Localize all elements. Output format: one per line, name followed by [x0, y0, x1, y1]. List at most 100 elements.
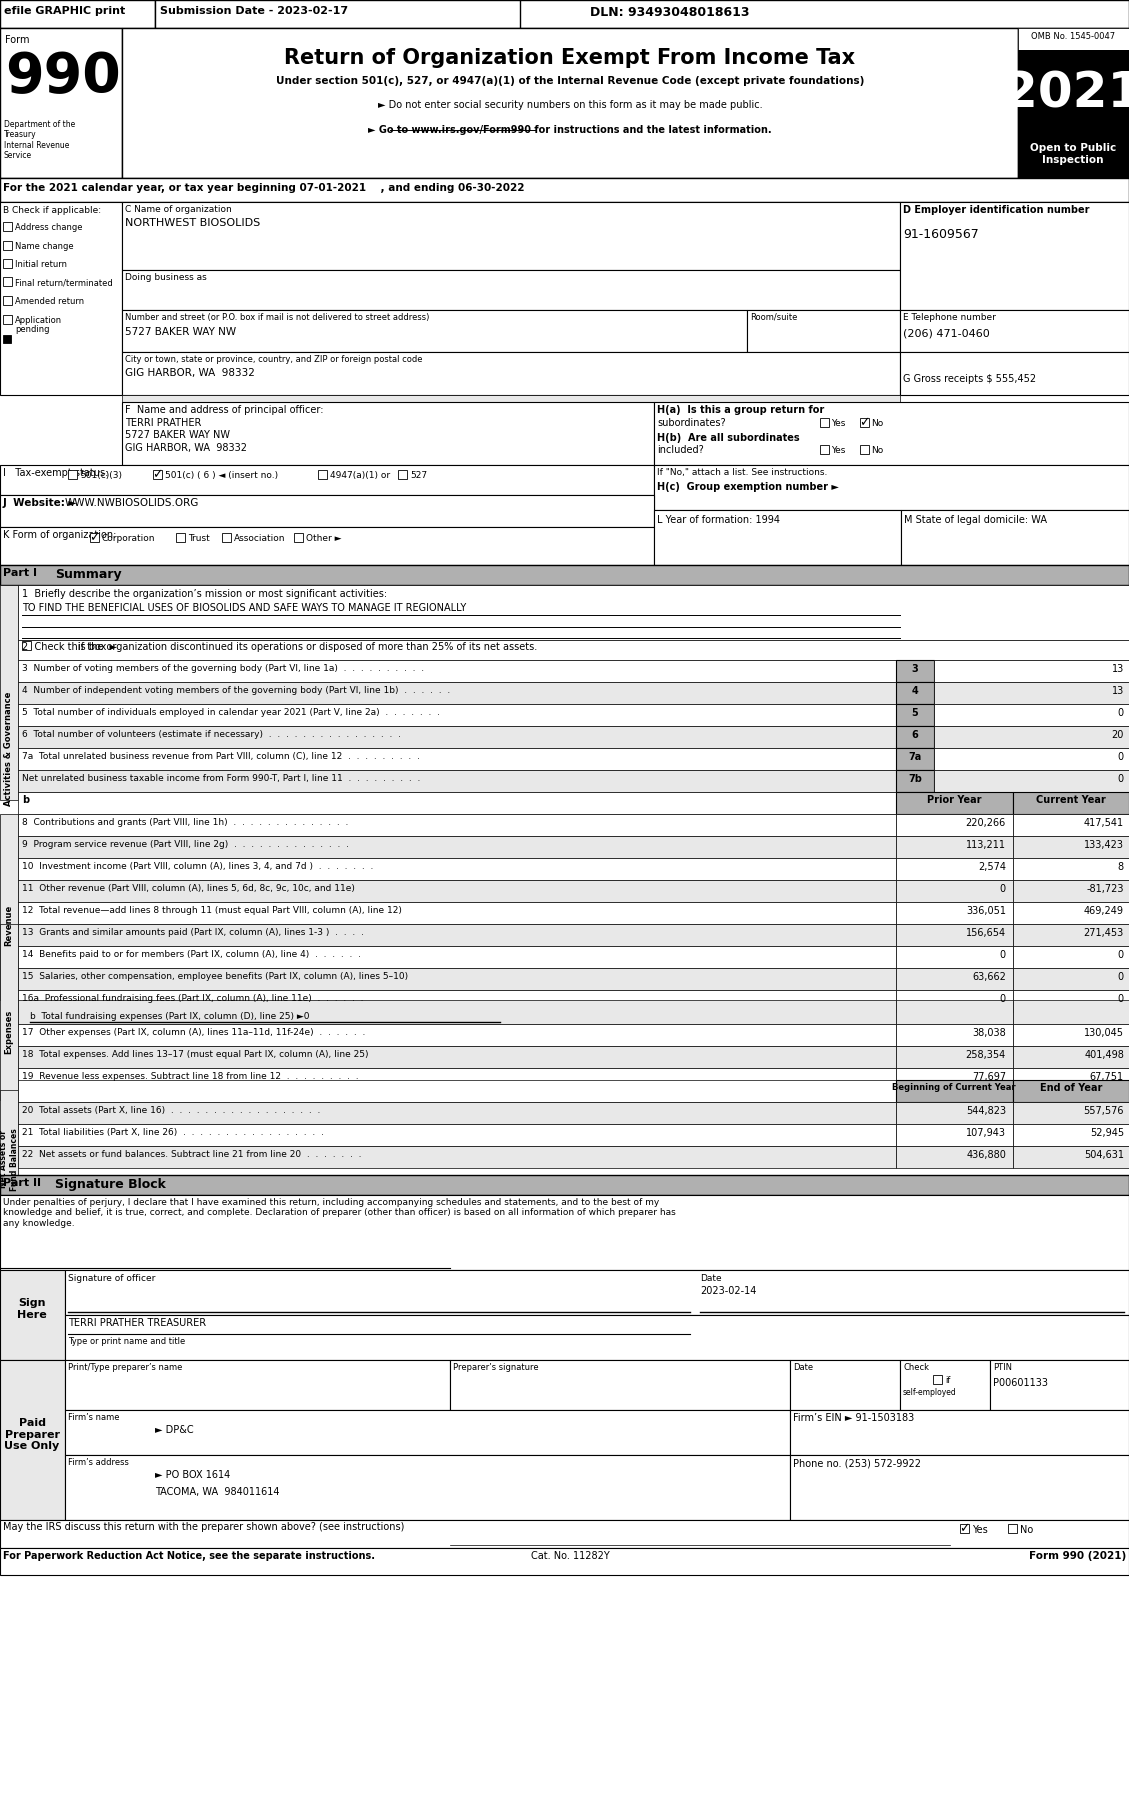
Bar — [654, 464, 1129, 510]
Bar — [1013, 1146, 1129, 1168]
Text: 7a: 7a — [909, 753, 921, 762]
Bar — [896, 945, 1013, 969]
Text: self-employed: self-employed — [903, 1388, 956, 1397]
Text: GIG HARBOR, WA  98332: GIG HARBOR, WA 98332 — [125, 368, 255, 377]
Text: Yes: Yes — [831, 446, 846, 455]
Bar — [934, 769, 1129, 793]
Text: 544,823: 544,823 — [966, 1107, 1006, 1116]
Text: ► DP&C: ► DP&C — [155, 1426, 194, 1435]
Text: DLN: 93493048018613: DLN: 93493048018613 — [590, 5, 750, 18]
Text: 107,943: 107,943 — [966, 1128, 1006, 1137]
Text: ► Go to www.irs.gov/Form990 for instructions and the latest information.: ► Go to www.irs.gov/Form990 for instruct… — [368, 125, 772, 134]
Text: -81,723: -81,723 — [1086, 883, 1124, 894]
Text: No: No — [870, 419, 883, 428]
Bar — [1018, 51, 1129, 140]
Text: Yes: Yes — [972, 1526, 988, 1535]
Bar — [1013, 990, 1129, 1012]
Text: Phone no. (253) 572-9922: Phone no. (253) 572-9922 — [793, 1458, 921, 1468]
Bar — [896, 858, 1013, 880]
Text: 8: 8 — [1118, 862, 1124, 873]
Text: 501(c) ( 6 ) ◄ (insert no.): 501(c) ( 6 ) ◄ (insert no.) — [165, 472, 278, 481]
Bar — [960, 1524, 969, 1533]
Text: Type or print name and title: Type or print name and title — [68, 1337, 185, 1346]
Text: 2  Check this box ►: 2 Check this box ► — [21, 642, 117, 651]
Text: 13  Grants and similar amounts paid (Part IX, column (A), lines 1-3 )  .  .  .  : 13 Grants and similar amounts paid (Part… — [21, 929, 364, 938]
Bar — [90, 533, 99, 542]
Text: 0: 0 — [1118, 951, 1124, 960]
Text: For Paperwork Reduction Act Notice, see the separate instructions.: For Paperwork Reduction Act Notice, see … — [3, 1551, 375, 1562]
Text: 2,574: 2,574 — [978, 862, 1006, 873]
Bar — [790, 1409, 1129, 1455]
Text: 20: 20 — [1112, 729, 1124, 740]
Text: 12  Total revenue—add lines 8 through 11 (must equal Part VIII, column (A), line: 12 Total revenue—add lines 8 through 11 … — [21, 905, 402, 914]
Bar — [18, 1146, 896, 1168]
Text: ✓: ✓ — [859, 415, 869, 428]
Bar — [65, 1315, 1129, 1360]
Text: 63,662: 63,662 — [972, 972, 1006, 981]
Bar — [820, 444, 829, 454]
Text: Date: Date — [700, 1273, 721, 1282]
Bar — [1013, 836, 1129, 858]
Bar — [896, 1125, 1013, 1146]
Bar — [18, 1068, 896, 1090]
Text: 4947(a)(1) or: 4947(a)(1) or — [330, 472, 391, 481]
Text: B Check if applicable:: B Check if applicable: — [3, 207, 102, 216]
Bar — [896, 1068, 1013, 1090]
Text: b  Total fundraising expenses (Part IX, column (D), line 25) ►0: b Total fundraising expenses (Part IX, c… — [30, 1012, 309, 1021]
Text: ► Do not enter social security numbers on this form as it may be made public.: ► Do not enter social security numbers o… — [378, 100, 762, 111]
Text: K Form of organization:: K Form of organization: — [3, 530, 116, 541]
Text: Address change: Address change — [15, 223, 82, 232]
Text: May the IRS discuss this return with the preparer shown above? (see instructions: May the IRS discuss this return with the… — [3, 1522, 404, 1533]
Text: Corporation: Corporation — [102, 533, 156, 542]
Bar — [896, 747, 934, 769]
Bar — [122, 27, 1018, 178]
Text: WWW.NWBIOSOLIDS.ORG: WWW.NWBIOSOLIDS.ORG — [65, 499, 200, 508]
Bar — [1013, 1047, 1129, 1068]
Text: Summary: Summary — [55, 568, 122, 580]
Text: 2021: 2021 — [1004, 71, 1129, 118]
Text: Firm’s EIN ► 91-1503183: Firm’s EIN ► 91-1503183 — [793, 1413, 914, 1422]
Bar — [654, 403, 1129, 464]
Text: Other ►: Other ► — [306, 533, 341, 542]
Bar — [0, 1090, 18, 1175]
Text: ✓: ✓ — [89, 532, 99, 544]
Bar — [896, 990, 1013, 1012]
Text: F  Name and address of principal officer:: F Name and address of principal officer: — [125, 405, 324, 415]
Text: Department of the
Treasury
Internal Revenue
Service: Department of the Treasury Internal Reve… — [5, 120, 76, 160]
Text: Under section 501(c), 527, or 4947(a)(1) of the Internal Revenue Code (except pr: Under section 501(c), 527, or 4947(a)(1)… — [275, 76, 864, 85]
Bar — [21, 640, 30, 649]
Bar — [1013, 880, 1129, 902]
Bar — [1018, 140, 1129, 178]
Text: if the organization discontinued its operations or disposed of more than 25% of : if the organization discontinued its ope… — [78, 642, 537, 651]
Text: NORTHWEST BIOSOLIDS: NORTHWEST BIOSOLIDS — [125, 218, 261, 229]
Bar — [3, 336, 11, 343]
Text: 13: 13 — [1112, 686, 1124, 697]
Text: 19  Revenue less expenses. Subtract line 18 from line 12  .  .  .  .  .  .  .  .: 19 Revenue less expenses. Subtract line … — [21, 1072, 359, 1081]
Bar — [896, 769, 934, 793]
Text: Paid
Preparer
Use Only: Paid Preparer Use Only — [5, 1419, 60, 1451]
Text: H(c)  Group exemption number ►: H(c) Group exemption number ► — [657, 483, 839, 492]
Text: 91-1609567: 91-1609567 — [903, 229, 979, 241]
Text: 11  Other revenue (Part VIII, column (A), lines 5, 6d, 8c, 9c, 10c, and 11e): 11 Other revenue (Part VIII, column (A),… — [21, 883, 355, 892]
Bar — [896, 969, 1013, 990]
Bar — [18, 902, 896, 923]
Text: 336,051: 336,051 — [966, 905, 1006, 916]
Text: H(a)  Is this a group return for: H(a) Is this a group return for — [657, 405, 824, 415]
Bar — [896, 1079, 1013, 1101]
Text: 0: 0 — [1000, 883, 1006, 894]
Text: E Telephone number: E Telephone number — [903, 314, 996, 323]
Text: 113,211: 113,211 — [966, 840, 1006, 851]
Bar — [901, 510, 1129, 564]
Bar — [896, 814, 1013, 836]
Text: 436,880: 436,880 — [966, 1150, 1006, 1159]
Text: 0: 0 — [1118, 707, 1124, 718]
Bar — [1013, 1079, 1129, 1101]
Text: Doing business as: Doing business as — [125, 272, 207, 281]
Text: efile GRAPHIC print: efile GRAPHIC print — [5, 5, 125, 16]
Bar — [0, 0, 155, 27]
Bar — [18, 880, 896, 902]
Text: 16a  Professional fundraising fees (Part IX, column (A), line 11e)  .  .  .  .  : 16a Professional fundraising fees (Part … — [21, 994, 364, 1003]
Bar — [1013, 814, 1129, 836]
Text: Open to Public
Inspection: Open to Public Inspection — [1030, 143, 1117, 165]
Bar — [896, 1146, 1013, 1168]
